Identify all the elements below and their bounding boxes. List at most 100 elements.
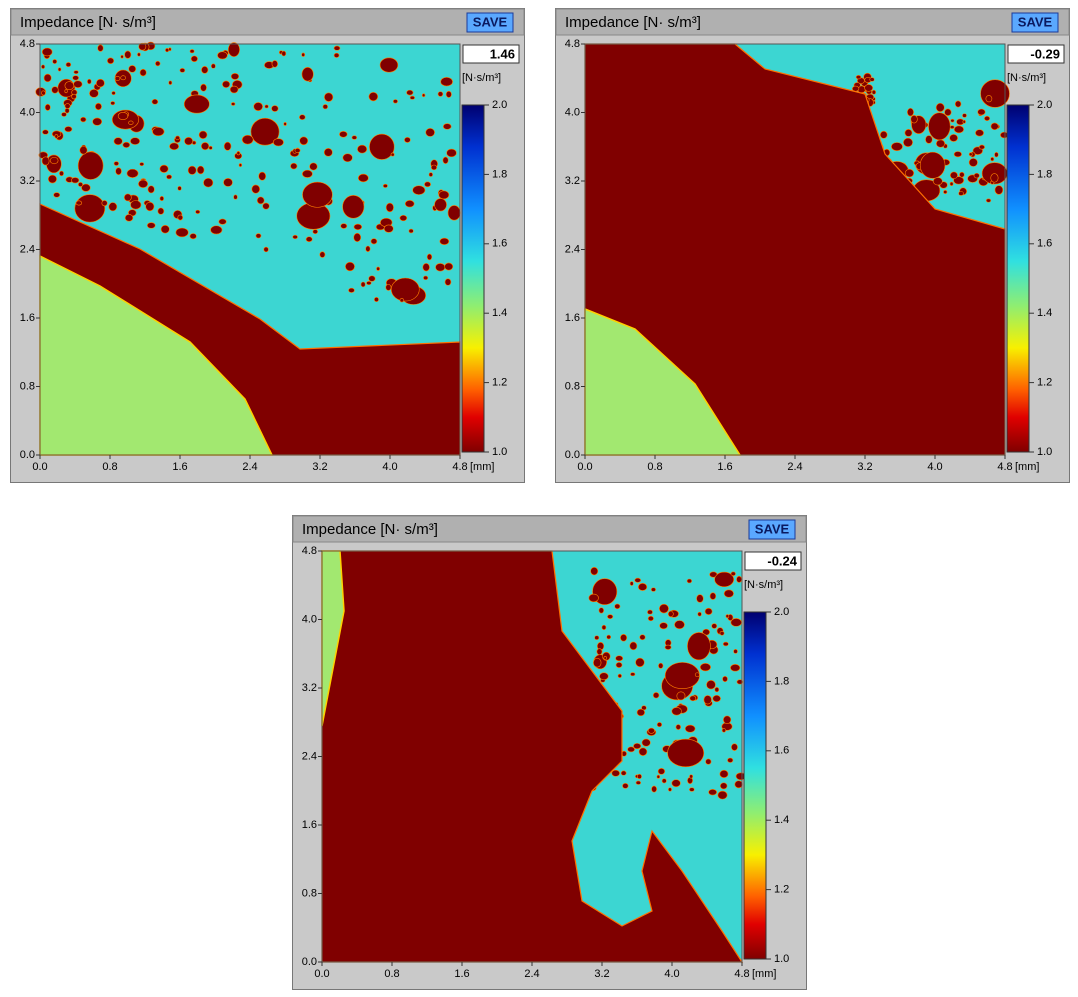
colorbar-tick-label: 1.4 — [774, 814, 789, 826]
colorbar-tick-label: 1.2 — [774, 884, 789, 896]
heatmap-spot — [722, 729, 726, 733]
heatmap-spot — [190, 234, 197, 239]
heatmap-spot — [366, 246, 371, 252]
heatmap-spot — [736, 576, 741, 582]
heatmap-spot — [607, 635, 611, 639]
heatmap-spot — [343, 195, 364, 218]
heatmap-spot — [720, 770, 728, 778]
heatmap-spot — [404, 137, 410, 142]
heatmap-spot — [660, 623, 668, 629]
heatmap-spot — [720, 783, 727, 789]
y-tick-label: 1.6 — [302, 819, 317, 831]
heatmap-spot — [53, 59, 57, 63]
colorbar-tick-label: 1.2 — [492, 377, 507, 389]
heatmap-spot — [124, 194, 131, 201]
heatmap-spot — [674, 621, 684, 629]
heatmap-spot — [131, 201, 142, 210]
heatmap-spot — [302, 170, 312, 177]
heatmap-spot — [324, 93, 333, 102]
heatmap-spot — [386, 203, 393, 212]
heatmap-spot — [80, 146, 87, 154]
save-button-label[interactable]: SAVE — [473, 14, 508, 29]
heatmap-spot — [723, 676, 728, 681]
heatmap-spot — [74, 71, 79, 74]
heatmap-spot — [616, 662, 622, 667]
y-tick-label: 4.0 — [20, 106, 35, 118]
heatmap-spot — [720, 631, 724, 635]
heatmap-spot — [224, 178, 233, 186]
heatmap-spot — [222, 81, 229, 88]
heatmap-spot — [54, 193, 60, 198]
heatmap-spot — [612, 770, 620, 776]
heatmap-spot — [152, 99, 158, 104]
heatmap-spot — [272, 106, 279, 112]
heatmap-spot — [426, 128, 435, 136]
heatmap-spot — [672, 707, 682, 715]
heatmap-spot — [423, 276, 427, 280]
heatmap-spot — [955, 101, 961, 107]
heatmap-spot — [950, 172, 957, 179]
y-tick-label: 4.8 — [302, 545, 317, 557]
heatmap-spot — [648, 728, 654, 733]
heatmap-spot — [310, 163, 318, 170]
heatmap-spot — [599, 608, 604, 614]
y-tick-label: 4.8 — [565, 38, 580, 50]
heatmap-spot — [872, 90, 876, 94]
x-tick-label: 3.2 — [594, 968, 609, 980]
value-display: -0.29 — [1030, 46, 1060, 61]
x-tick-label: 0.8 — [384, 968, 399, 980]
heatmap-spot — [263, 203, 270, 209]
heatmap-spot — [599, 673, 608, 680]
x-unit: [mm] — [752, 968, 776, 980]
value-display: -0.24 — [767, 553, 797, 568]
heatmap-spot — [217, 52, 227, 59]
heatmap-spot — [727, 758, 732, 763]
save-button-label[interactable]: SAVE — [755, 521, 790, 536]
x-unit: [mm] — [470, 461, 494, 473]
heatmap-spot — [155, 61, 160, 66]
heatmap-spot — [65, 126, 72, 131]
heatmap-spot — [129, 65, 136, 72]
colorbar-tick-label: 2.0 — [492, 99, 507, 111]
heatmap-spot — [630, 582, 633, 586]
heatmap-spot — [383, 184, 387, 187]
heatmap-spot — [891, 142, 902, 150]
heatmap-spot — [76, 201, 82, 205]
y-tick-label: 0.8 — [565, 380, 580, 392]
heatmap-spot — [354, 233, 361, 241]
heatmap-spot — [237, 151, 240, 155]
heatmap-spot — [293, 235, 298, 239]
heatmap-spot — [618, 674, 622, 678]
heatmap-spot — [42, 130, 48, 134]
heatmap — [36, 42, 461, 455]
heatmap-spot — [954, 126, 964, 133]
heatmap-spot — [595, 636, 599, 640]
heatmap-spot — [597, 649, 602, 655]
heatmap-spot — [407, 90, 414, 95]
heatmap-spot — [880, 131, 887, 138]
heatmap-spot — [42, 48, 52, 56]
heatmap-spot — [639, 748, 647, 756]
y-tick-label: 3.2 — [302, 682, 317, 694]
x-tick-label: 4.8 — [452, 461, 467, 473]
heatmap-spot — [657, 722, 662, 726]
heatmap-spot — [636, 658, 645, 667]
heatmap-spot — [65, 108, 69, 113]
heatmap-spot — [369, 276, 376, 282]
save-button-label[interactable]: SAVE — [1018, 14, 1053, 29]
heatmap-spot — [668, 788, 671, 791]
heatmap-spot — [928, 113, 950, 140]
heatmap-spot — [93, 118, 102, 126]
colorbar-tick-label: 1.2 — [1037, 377, 1052, 389]
colorbar-tick-label: 1.6 — [492, 238, 507, 250]
heatmap-spot — [102, 200, 107, 206]
heatmap-spot — [647, 610, 652, 614]
heatmap-spot — [636, 781, 641, 785]
heatmap-spot — [112, 91, 116, 94]
heatmap-spot — [668, 739, 704, 767]
heatmap-spot — [962, 114, 966, 118]
x-tick-label: 2.4 — [242, 461, 257, 473]
heatmap-spot — [211, 64, 215, 69]
heatmap-spot — [984, 116, 989, 120]
heatmap-spot — [589, 594, 599, 602]
